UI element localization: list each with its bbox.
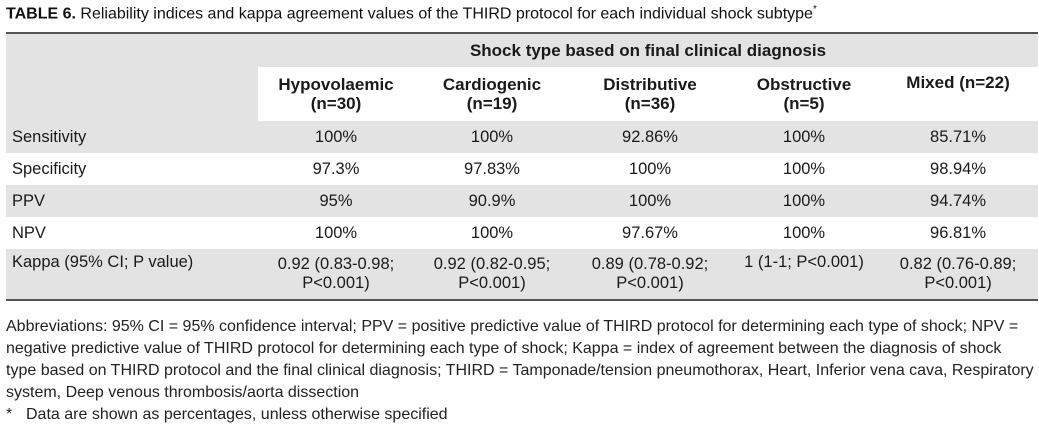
column-header: Cardiogenic (n=19) xyxy=(414,67,570,121)
title-footnote-mark: * xyxy=(812,4,817,15)
kappa-value: 0.89 (0.78-0.92; xyxy=(591,255,709,273)
empty-header-cell xyxy=(6,67,258,121)
table-cell: 97.3% xyxy=(312,159,360,178)
empty-corner-cell xyxy=(6,32,258,67)
column-header: Mixed (n=22) xyxy=(878,67,1039,121)
table-cell: 0.89 (0.78-0.92; P<0.001) xyxy=(570,249,730,301)
row-label: PPV xyxy=(6,185,258,217)
table-cell: 96.81% xyxy=(930,223,987,242)
table-row-specificity: Specificity 97.3% 97.83% 100% 100% 98.94… xyxy=(6,153,1038,185)
table-cell: 100% xyxy=(470,223,514,242)
kappa-p-value: P<0.001) xyxy=(924,274,992,292)
table-cell: 100% xyxy=(414,121,570,153)
row-label: NPV xyxy=(12,223,46,242)
table-footnotes: Abbreviations: 95% CI = 95% confidence i… xyxy=(6,316,1036,426)
table-cell: 85.71% xyxy=(878,121,1039,153)
table-row-kappa: Kappa (95% CI; P value) 0.92 (0.83-0.98;… xyxy=(6,249,1039,301)
table-cell: 100% xyxy=(314,223,358,242)
column-header: Hypovolaemic (n=30) xyxy=(258,67,414,121)
kappa-value: 0.92 (0.82-0.95; xyxy=(433,255,551,273)
table-cell: 100% xyxy=(782,223,826,242)
table-cell: 90.9% xyxy=(414,185,570,217)
column-header-name: Obstructive xyxy=(756,75,852,94)
column-header: Obstructive (n=5) xyxy=(730,67,878,121)
table-cell: 92.86% xyxy=(570,121,730,153)
kappa-value: 0.82 (0.76-0.89; xyxy=(899,255,1017,273)
footnote-mark: * xyxy=(6,406,13,423)
table-caption: Reliability indices and kappa agreement … xyxy=(80,5,813,23)
kappa-value: 0.92 (0.83-0.98; xyxy=(277,255,395,273)
table-cell: 98.94% xyxy=(930,159,987,178)
column-header-name: Mixed (n=22) xyxy=(906,73,1010,92)
row-label: Sensitivity xyxy=(6,121,258,153)
kappa-p-value: P<0.001) xyxy=(458,274,526,292)
reliability-table: Shock type based on final clinical diagn… xyxy=(6,32,1039,301)
kappa-p-value: P<0.001) xyxy=(616,274,684,292)
column-header: Distributive (n=36) xyxy=(570,67,730,121)
table-cell: 0.92 (0.83-0.98; P<0.001) xyxy=(258,249,414,301)
table-cell: 95% xyxy=(258,185,414,217)
kappa-p-value: P<0.001) xyxy=(302,274,370,292)
column-header-n: (n=19) xyxy=(466,94,518,113)
spanning-header: Shock type based on final clinical diagn… xyxy=(258,32,1039,67)
column-header-row: Hypovolaemic (n=30) Cardiogenic (n=19) Dis… xyxy=(6,67,1039,121)
table-label: TABLE 6. xyxy=(6,5,76,23)
table-row-npv: NPV 100% 100% 97.67% 100% 96.81% xyxy=(6,217,1038,249)
table-cell: 100% xyxy=(782,159,826,178)
table-row-sensitivity: Sensitivity 100% 100% 92.86% 100% 85.71% xyxy=(6,121,1039,153)
table-cell: 100% xyxy=(570,185,730,217)
table-cell: 97.83% xyxy=(464,159,520,178)
row-label: Specificity xyxy=(12,159,87,178)
kappa-value: 1 (1-1; P<0.001) xyxy=(744,253,864,271)
table-title: TABLE 6. Reliability indices and kappa a… xyxy=(6,4,817,23)
column-header-name: Distributive xyxy=(603,75,697,94)
table-cell: 100% xyxy=(730,121,878,153)
column-header-name: Hypovolaemic xyxy=(278,75,394,94)
row-label: Kappa (95% CI; P value) xyxy=(6,249,258,301)
table-cell: 97.67% xyxy=(622,223,678,242)
column-header-n: (n=5) xyxy=(783,94,825,113)
table-cell: 100% xyxy=(258,121,414,153)
table-cell: 1 (1-1; P<0.001) xyxy=(730,249,878,301)
table-cell: 0.82 (0.76-0.89; P<0.001) xyxy=(878,249,1039,301)
column-header-n: (n=30) xyxy=(310,94,362,113)
column-header-n: (n=36) xyxy=(624,94,676,113)
table-cell: 100% xyxy=(730,185,878,217)
spanning-header-row: Shock type based on final clinical diagn… xyxy=(6,32,1039,67)
table-cell: 100% xyxy=(628,159,672,178)
footnote-text: Data are shown as percentages, unless ot… xyxy=(26,406,448,423)
table-cell: 0.92 (0.82-0.95; P<0.001) xyxy=(414,249,570,301)
data-footnote: * Data are shown as percentages, unless o… xyxy=(6,404,1036,426)
column-header-name: Cardiogenic xyxy=(442,75,542,94)
table-row-ppv: PPV 95% 90.9% 100% 100% 94.74% xyxy=(6,185,1039,217)
abbreviations-footnote: Abbreviations: 95% CI = 95% confidence i… xyxy=(6,318,1034,401)
table-cell: 94.74% xyxy=(878,185,1039,217)
